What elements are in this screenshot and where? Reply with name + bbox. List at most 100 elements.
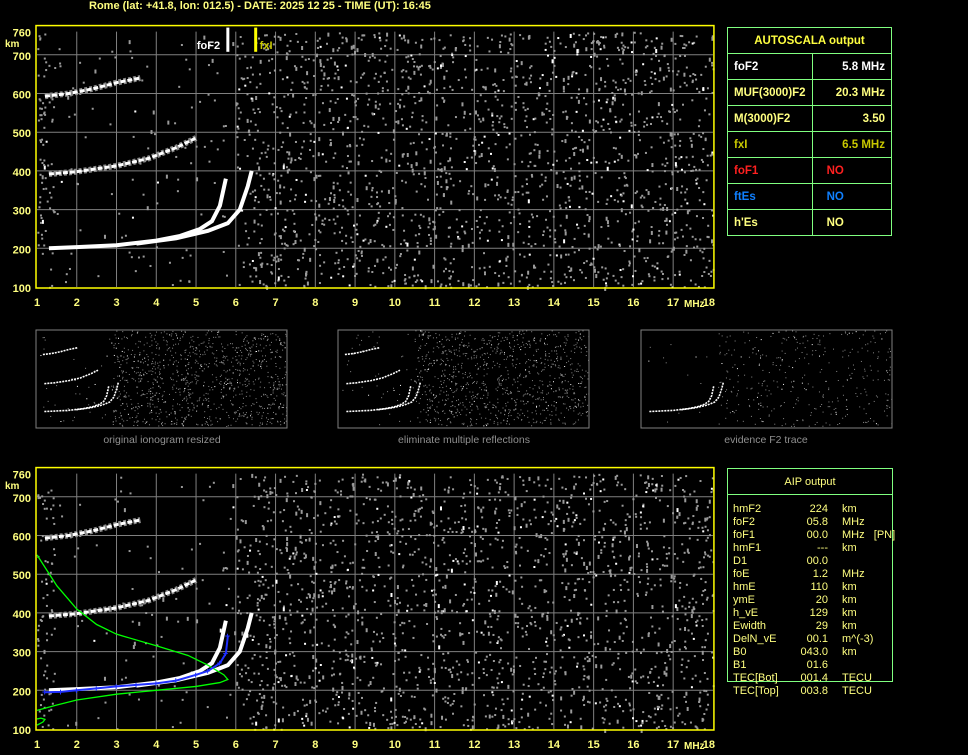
noise-echo (282, 163, 285, 166)
noise-echo (50, 489, 53, 492)
noise-echo (238, 88, 241, 91)
noise-echo (484, 715, 487, 718)
noise-echo (293, 664, 296, 667)
noise-echo (315, 174, 318, 177)
noise-echo (500, 709, 503, 712)
noise-echo (444, 267, 447, 270)
noise-echo (256, 601, 259, 604)
noise-echo (260, 338, 262, 340)
noise-echo (421, 141, 424, 144)
noise-echo (705, 97, 708, 100)
noise-echo (577, 541, 580, 546)
noise-echo (663, 204, 666, 207)
noise-echo (245, 672, 248, 675)
noise-echo (245, 230, 248, 233)
noise-echo (197, 380, 199, 382)
noise-echo (451, 52, 454, 55)
noise-echo (268, 646, 271, 649)
y-tick-label: 100 (13, 725, 31, 737)
noise-echo (440, 168, 443, 173)
noise-echo (237, 595, 240, 598)
noise-echo (337, 701, 340, 704)
noise-echo (242, 412, 244, 414)
noise-echo (166, 344, 168, 346)
noise-echo (178, 85, 181, 88)
noise-echo (452, 712, 455, 715)
noise-echo (157, 571, 160, 574)
noise-echo (312, 556, 315, 561)
noise-echo (566, 512, 569, 515)
x-tick-label: 6 (233, 739, 239, 751)
noise-echo (583, 539, 586, 542)
noise-echo (65, 281, 68, 284)
noise-echo (534, 559, 537, 562)
noise-echo (332, 623, 335, 626)
noise-echo (125, 371, 127, 373)
noise-echo (131, 416, 133, 418)
noise-echo (280, 424, 282, 426)
noise-echo (562, 499, 565, 504)
noise-echo (255, 346, 257, 348)
noise-echo (572, 148, 575, 151)
noise-echo (622, 44, 625, 47)
x-tick-label: 17 (667, 739, 679, 751)
noise-echo (246, 77, 249, 80)
noise-echo (283, 247, 286, 250)
noise-echo (414, 102, 417, 105)
noise-echo (232, 365, 234, 367)
noise-echo (318, 203, 321, 208)
noise-echo (550, 630, 553, 635)
noise-echo (473, 136, 476, 139)
noise-echo (372, 722, 375, 727)
noise-echo (135, 417, 137, 419)
x-tick-label: 11 (429, 297, 441, 309)
noise-echo (564, 281, 567, 284)
noise-echo (258, 111, 261, 114)
noise-echo (531, 216, 534, 219)
noise-echo (679, 55, 682, 58)
noise-echo (670, 650, 673, 653)
noise-echo (43, 57, 46, 60)
noise-echo (441, 635, 444, 638)
noise-echo (277, 378, 279, 380)
noise-echo (404, 649, 407, 652)
noise-echo (128, 395, 130, 397)
noise-echo (377, 534, 380, 537)
noise-echo (442, 144, 445, 147)
noise-echo (671, 248, 674, 251)
noise-echo (625, 651, 628, 654)
noise-echo (624, 93, 627, 96)
noise-echo (319, 530, 322, 533)
noise-echo (232, 42, 235, 47)
noise-echo (303, 111, 306, 114)
noise-echo (451, 609, 454, 612)
noise-echo (684, 198, 687, 201)
noise-echo (708, 57, 711, 62)
noise-echo (236, 664, 239, 667)
noise-echo (252, 381, 254, 383)
noise-echo (597, 244, 600, 249)
noise-echo (389, 577, 392, 580)
noise-echo (216, 148, 219, 151)
noise-echo (391, 510, 394, 513)
noise-echo (624, 177, 627, 180)
noise-echo (207, 93, 210, 96)
noise-echo (221, 361, 223, 363)
noise-echo (696, 619, 699, 622)
noise-echo (568, 270, 571, 273)
noise-echo (248, 373, 250, 375)
noise-echo (608, 569, 611, 572)
x-tick-label: 1 (34, 739, 40, 751)
noise-echo (240, 668, 243, 671)
noise-echo (348, 143, 351, 146)
noise-echo (426, 622, 429, 625)
noise-echo (155, 419, 157, 421)
noise-echo (112, 424, 114, 426)
noise-echo (674, 521, 677, 524)
noise-echo (152, 383, 154, 385)
noise-echo (282, 628, 285, 631)
noise-echo (248, 571, 251, 574)
noise-echo (673, 238, 676, 241)
noise-echo (189, 397, 191, 399)
noise-echo (283, 242, 286, 245)
